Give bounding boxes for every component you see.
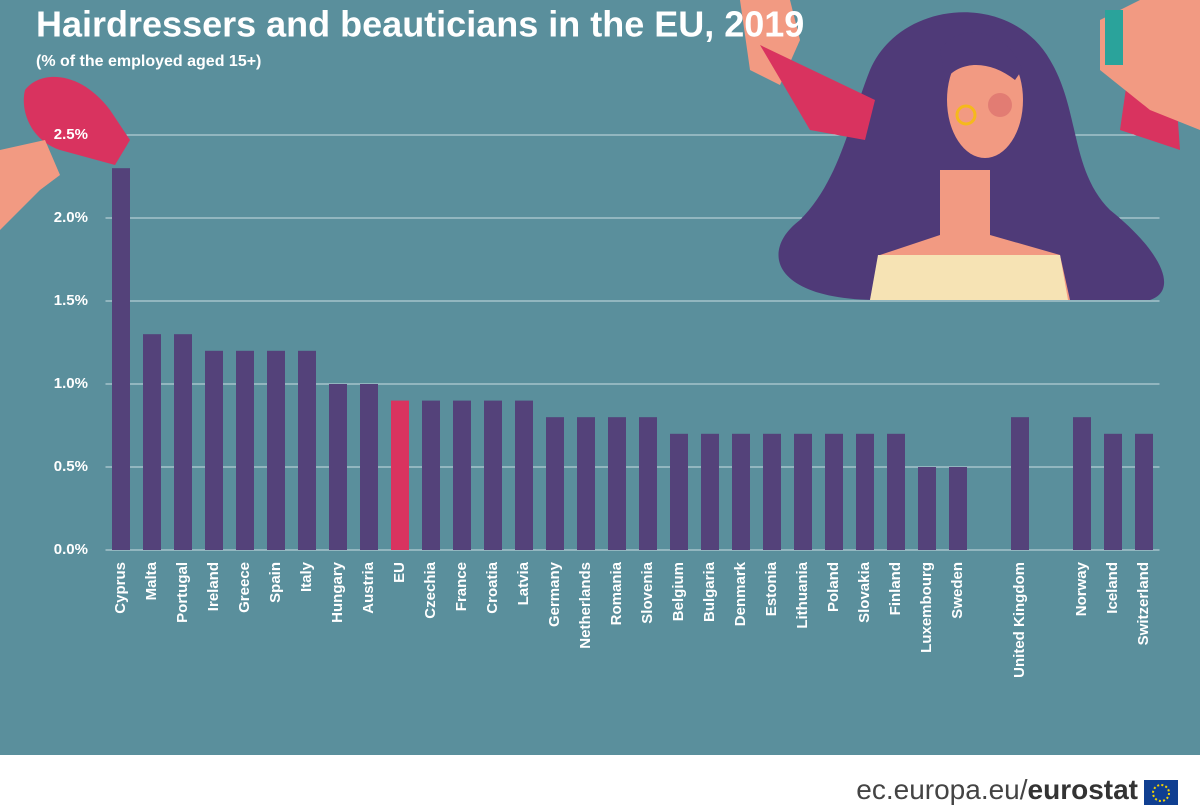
bar: [1011, 417, 1029, 550]
footer-text: ec.europa.eu/eurostat: [856, 774, 1138, 805]
bar: [360, 384, 378, 550]
x-tick-label: Bulgaria: [701, 561, 718, 622]
x-tick-label: Iceland: [1104, 562, 1121, 614]
bar: [453, 400, 471, 550]
x-tick-label: Denmark: [732, 561, 749, 626]
x-tick-label: Slovenia: [639, 561, 656, 623]
bar: [143, 334, 161, 550]
x-tick-label: Finland: [887, 562, 904, 615]
earring: [955, 104, 977, 126]
bar: [205, 350, 223, 550]
y-tick-label: 2.5%: [54, 126, 88, 143]
y-tick-label: 0.5%: [54, 458, 88, 475]
bar: [701, 433, 719, 550]
footer-site: ec.europa.eu/: [856, 774, 1027, 805]
bar: [329, 384, 347, 550]
y-tick-label: 1.0%: [54, 375, 88, 392]
bar: [608, 417, 626, 550]
bar: [515, 400, 533, 550]
footer-bg: [0, 755, 1200, 805]
x-tick-label: Spain: [267, 562, 284, 603]
x-tick-label: Ireland: [205, 562, 222, 611]
bar: [577, 417, 595, 550]
bar: [236, 350, 254, 550]
illustration: [0, 0, 1200, 301]
bar: [1073, 417, 1091, 550]
x-tick-label: Germany: [546, 561, 563, 627]
eu-flag: [1144, 780, 1178, 805]
bar: [856, 433, 874, 550]
x-tick-label: Portugal: [174, 562, 191, 623]
x-tick-label: Austria: [360, 561, 377, 613]
bar: [887, 433, 905, 550]
bar: [546, 417, 564, 550]
y-tick-label: 2.0%: [54, 209, 88, 226]
chart-title: Hairdressers and beauticians in the EU, …: [36, 4, 804, 45]
x-tick-label: Belgium: [670, 562, 687, 621]
bar: [639, 417, 657, 550]
x-tick-label: Hungary: [329, 561, 346, 623]
x-tick-label: Italy: [298, 561, 315, 592]
bar: [794, 433, 812, 550]
chart-subtitle: (% of the employed aged 15+): [36, 53, 261, 70]
fringe: [940, 32, 1022, 80]
x-tick-label: Sweden: [949, 562, 966, 619]
bar: [763, 433, 781, 550]
hairdryer: [23, 76, 130, 165]
spray-head: [1105, 10, 1123, 65]
bar: [918, 467, 936, 550]
bar: [422, 400, 440, 550]
eu-stars: [1152, 784, 1170, 802]
bars: 0.0% 0.5% 1.0% 1.5% 2.0% 2.5% Cyprus Malta Portu…: [54, 126, 1153, 678]
bar: [949, 467, 967, 550]
bar: [174, 334, 192, 550]
x-tick-label: Greece: [236, 562, 253, 613]
x-tick-label: Malta: [143, 561, 160, 600]
bar: [1104, 433, 1122, 550]
bar: [1135, 433, 1153, 550]
comb: [760, 45, 875, 140]
hair: [778, 12, 1165, 301]
y-tick-label: 1.5%: [54, 292, 88, 309]
x-tick-label: EU: [391, 562, 408, 583]
x-tick-label: Netherlands: [577, 562, 594, 649]
x-tick-label: United Kingdom: [1011, 562, 1028, 678]
x-tick-label: Poland: [825, 562, 842, 612]
x-tick-label: France: [453, 562, 470, 611]
bar: [267, 350, 285, 550]
footer-brand: eurostat: [1028, 774, 1138, 805]
x-tick-label: Cyprus: [112, 562, 129, 614]
bar: [825, 433, 843, 550]
x-tick-label: Norway: [1073, 561, 1090, 616]
x-tick-label: Latvia: [515, 561, 532, 605]
hand-spray: [1100, 0, 1200, 130]
bar: [732, 433, 750, 550]
x-tick-label: Czechia: [422, 561, 439, 618]
x-tick-label: Croatia: [484, 561, 501, 613]
bar: [298, 350, 316, 550]
bar: [112, 168, 130, 550]
x-tick-label: Estonia: [763, 561, 780, 616]
x-tick-label: Luxembourg: [918, 562, 935, 653]
y-tick-label: 0.0%: [54, 541, 88, 558]
x-tick-label: Slovakia: [856, 561, 873, 623]
x-tick-label: Romania: [608, 561, 625, 625]
bar: [484, 400, 502, 550]
bar: [670, 433, 688, 550]
top: [870, 255, 1068, 300]
cheek: [988, 93, 1012, 117]
x-tick-label: Lithuania: [794, 561, 811, 628]
x-tick-label: Switzerland: [1135, 562, 1152, 645]
bar: [391, 400, 409, 550]
hand-dryer: [0, 140, 60, 230]
